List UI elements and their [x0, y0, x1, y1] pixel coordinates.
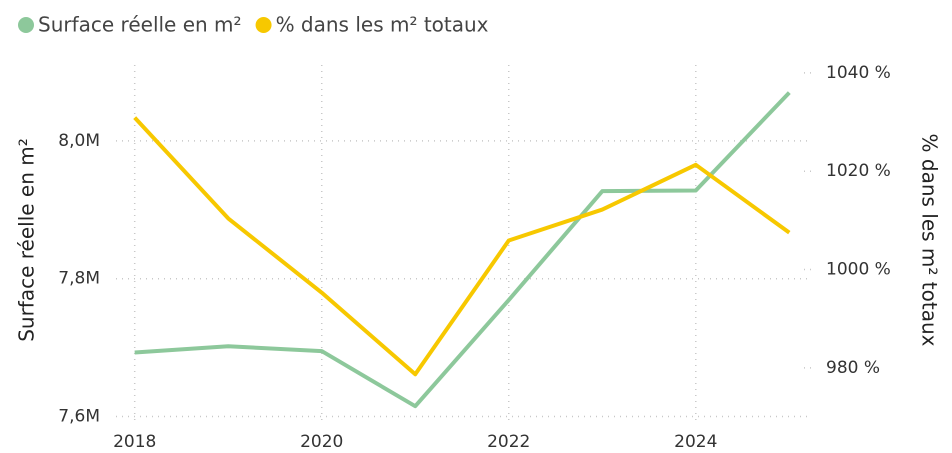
- y-tick-label: 7,6M: [58, 407, 100, 427]
- legend-marker: [18, 17, 34, 33]
- legend-label: Surface réelle en m²: [38, 13, 242, 37]
- line-series: [133, 116, 791, 377]
- x-tick-label: 2024: [674, 432, 717, 452]
- y2-tick-label: 1000 %: [826, 260, 891, 280]
- legend-marker: [255, 17, 272, 33]
- y-tick-label: 8,0M: [58, 131, 100, 151]
- y-tick-label: 7,8M: [58, 269, 100, 289]
- x-tick-label: 2020: [300, 432, 343, 452]
- y-axis-title: Surface réelle en m²: [15, 138, 39, 342]
- y2-tick-label: 1040 %: [826, 63, 891, 83]
- y2-tick-label: 980 %: [826, 358, 880, 378]
- x-tick-label: 2018: [113, 432, 156, 452]
- y2-axis-title: % dans les m² totaux: [918, 134, 942, 347]
- legend-label: % dans les m² totaux: [276, 13, 489, 37]
- line-series: [134, 91, 791, 409]
- x-tick-label: 2022: [487, 432, 530, 452]
- y2-tick-label: 1020 %: [826, 161, 891, 181]
